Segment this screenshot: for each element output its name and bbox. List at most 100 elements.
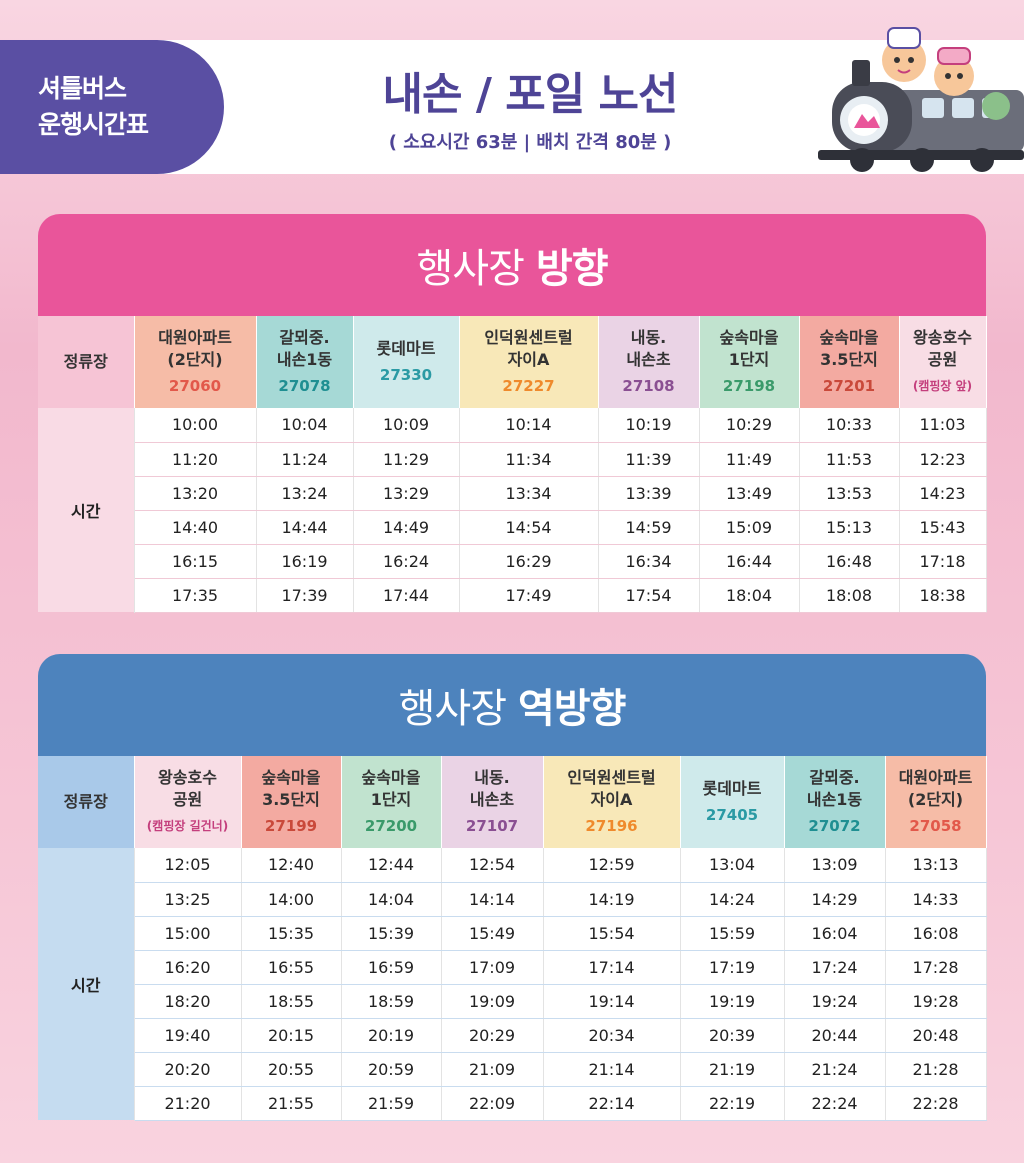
time-cell: 18:59 [341, 984, 442, 1019]
stop-name: 숲속마을 [261, 768, 321, 787]
time-cell: 11:24 [256, 442, 354, 477]
time-cell: 13:09 [784, 848, 886, 883]
time-cell: 17:35 [134, 578, 257, 613]
time-cell: 11:03 [899, 408, 987, 443]
time-cell: 16:44 [699, 544, 800, 579]
time-cell: 16:15 [134, 544, 257, 579]
stop-header: 갈뫼중. 내손1동 27072 [784, 756, 886, 848]
time-label: 시간 [38, 848, 135, 1120]
time-cell: 10:29 [699, 408, 800, 443]
time-cell: 18:38 [899, 578, 987, 613]
time-cell: 19:28 [885, 984, 987, 1019]
stop-name-line2: 1단지 [728, 350, 770, 369]
time-cell: 20:44 [784, 1018, 886, 1053]
time-cell: 22:09 [441, 1086, 544, 1121]
stop-header: 내동. 내손초 27108 [598, 316, 700, 408]
stop-code: (캠핑장 앞) [912, 379, 973, 393]
table-row: 13:25 14:00 14:04 14:14 14:19 14:24 14:29 14:33 [38, 882, 987, 917]
time-cell: 17:49 [459, 578, 599, 613]
stop-name-line2: (2단지) [167, 350, 223, 369]
time-cell: 19:09 [441, 984, 544, 1019]
stop-name-line2: 자이A [590, 790, 633, 809]
time-cell: 10:09 [353, 408, 460, 443]
stop-name-line2: 자이A [507, 350, 550, 369]
time-cell: 11:34 [459, 442, 599, 477]
stop-code: 27072 [808, 817, 861, 835]
badge-line1: 셔틀버스 [38, 74, 127, 103]
time-cell: 11:20 [134, 442, 257, 477]
time-cell: 13:13 [885, 848, 987, 883]
stop-name: 숲속마을 [361, 768, 421, 787]
time-cell: 17:09 [441, 950, 544, 985]
section-title: 행사장 방향 [38, 214, 986, 316]
stop-header: 왕송호수 공원 (캠핑장 길건너) [134, 756, 242, 848]
section-from-venue: 행사장 역방향 정류장 왕송호수 공원 (캠핑장 길건너) 숲속마을 3.5단지 27199… [38, 654, 987, 1121]
stop-name-line2: 내손1동 [276, 350, 333, 369]
time-cell: 14:44 [256, 510, 354, 545]
time-cell: 13:20 [134, 476, 257, 511]
time-cell: 20:29 [441, 1018, 544, 1053]
time-cell: 14:29 [784, 882, 886, 917]
stop-name-line2: 내손초 [626, 350, 671, 369]
stop-name: 갈뫼중. [279, 328, 330, 347]
stop-code: 27196 [585, 817, 638, 835]
time-cell: 22:14 [543, 1086, 681, 1121]
time-cell: 22:24 [784, 1086, 886, 1121]
time-cell: 13:39 [598, 476, 700, 511]
time-cell: 19:24 [784, 984, 886, 1019]
stop-header: 대원아파트 (2단지) 27058 [885, 756, 987, 848]
time-cell: 13:29 [353, 476, 460, 511]
time-cell: 13:25 [134, 882, 242, 917]
time-cell: 14:59 [598, 510, 700, 545]
time-cell: 21:59 [341, 1086, 442, 1121]
time-cell: 16:59 [341, 950, 442, 985]
time-cell: 14:54 [459, 510, 599, 545]
section-title-light: 행사장 [416, 246, 524, 292]
time-cell: 14:00 [241, 882, 342, 917]
table-row: 18:20 18:55 18:59 19:09 19:14 19:19 19:24 19:28 [38, 984, 987, 1019]
stop-code: 27108 [622, 377, 675, 395]
stop-header: 대원아파트 (2단지) 27060 [134, 316, 257, 408]
stop-code: 27200 [364, 817, 418, 835]
stop-header: 롯데마트 27330 [353, 316, 460, 408]
page-title: 내손 / 포일 노선 [382, 69, 679, 120]
time-cell: 16:48 [799, 544, 900, 579]
time-cell: 14:33 [885, 882, 987, 917]
table-row: 13:20 13:24 13:29 13:34 13:39 13:49 13:53 14:23 [38, 476, 987, 511]
time-cell: 17:39 [256, 578, 354, 613]
stop-name: 인덕원센트럴 [567, 768, 656, 787]
time-cell: 14:14 [441, 882, 544, 917]
time-cell: 15:13 [799, 510, 900, 545]
stop-header: 왕송호수 공원 (캠핑장 앞) [899, 316, 987, 408]
time-cell: 10:14 [459, 408, 599, 443]
stop-code: 27330 [379, 366, 433, 384]
time-cell: 14:24 [680, 882, 785, 917]
time-cell: 17:18 [899, 544, 987, 579]
time-cell: 13:49 [699, 476, 800, 511]
table-row: 21:20 21:55 21:59 22:09 22:14 22:19 22:24 22:28 [38, 1086, 987, 1121]
time-cell: 15:54 [543, 916, 681, 951]
time-cell: 15:35 [241, 916, 342, 951]
time-cell: 17:54 [598, 578, 700, 613]
stop-name-line2: 내손1동 [806, 790, 863, 809]
time-cell: 16:19 [256, 544, 354, 579]
timetable: 정류장 대원아파트 (2단지) 27060 갈뫼중. 내손1동 27078 롯데마트 27330… [38, 316, 987, 613]
table-row: 14:40 14:44 14:49 14:54 14:59 15:09 15:13 15:43 [38, 510, 987, 545]
stop-header: 숲속마을 1단지 27198 [699, 316, 800, 408]
time-cell: 13:04 [680, 848, 785, 883]
time-cell: 10:04 [256, 408, 354, 443]
time-cell: 16:24 [353, 544, 460, 579]
table-row: 16:20 16:55 16:59 17:09 17:14 17:19 17:24 17:28 [38, 950, 987, 985]
stop-name: 숲속마을 [819, 328, 879, 347]
time-cell: 18:08 [799, 578, 900, 613]
time-cell: 10:19 [598, 408, 700, 443]
section-title-light: 행사장 [398, 686, 507, 732]
stop-header-row: 정류장 대원아파트 (2단지) 27060 갈뫼중. 내손1동 27078 롯데마트 27330… [38, 316, 987, 408]
time-cell: 20:34 [543, 1018, 681, 1053]
stop-code: 27199 [264, 817, 318, 835]
stop-name: 갈뫼중. [809, 768, 860, 787]
stop-name-line2: 1단지 [370, 790, 412, 809]
stop-name: 내동. [474, 768, 510, 787]
time-cell: 12:40 [241, 848, 342, 883]
stop-name: 왕송호수 [913, 328, 972, 347]
